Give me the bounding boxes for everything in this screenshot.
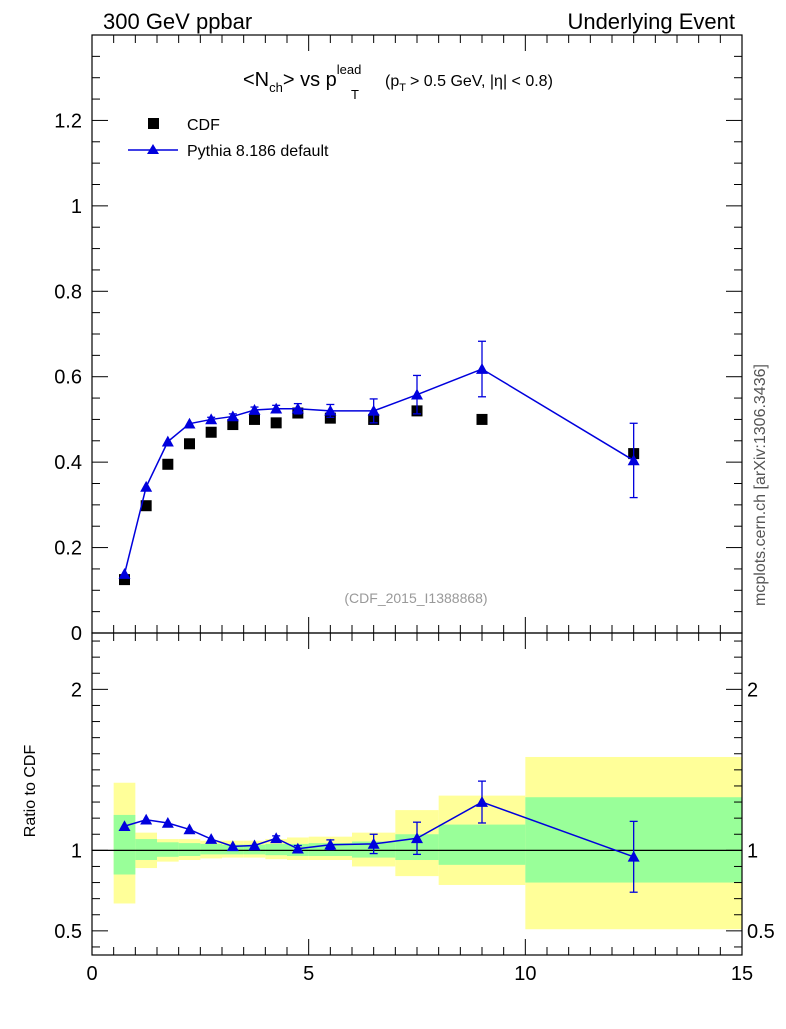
ratio-point [248, 839, 261, 851]
ratio-point [183, 823, 196, 835]
ratio-point [270, 832, 283, 844]
ratio-point [161, 816, 174, 828]
side-label: mcplots.cern.ch [arXiv:1306.3436] [752, 364, 769, 606]
ratio-ylabel: Ratio to CDF [22, 745, 39, 838]
plot-title-sub: T [351, 87, 359, 102]
ratio-point [627, 850, 640, 862]
pythia-point [291, 402, 304, 414]
pythia-point [140, 480, 153, 492]
y-tick-label: 0.2 [54, 538, 82, 560]
y-tick-label: 0.6 [54, 367, 82, 389]
ratio-y-tick-label-right: 0.5 [747, 921, 775, 943]
ratio-point [118, 820, 131, 831]
main-panel: 0 0.2 0.4 0.6 0.8 1 1.2 <Nch> vs plead T (pT > … [54, 34, 743, 645]
ratio-y-tick-label-left: 1 [71, 840, 82, 862]
legend-label-cdf: CDF [187, 117, 220, 134]
cdf-point [119, 574, 130, 586]
cdf-point [270, 417, 282, 429]
ratio-point [476, 796, 488, 807]
y-tick-label: 1 [71, 196, 82, 218]
ratio-band-inner [157, 842, 179, 857]
x-tick-label: 5 [303, 963, 314, 985]
cdf-point [324, 412, 336, 424]
ratio-band-inner [200, 843, 222, 855]
cdf-point [476, 413, 488, 425]
cdf-point [162, 458, 174, 470]
ratio-point [291, 842, 304, 854]
ratio-point [411, 832, 423, 844]
pythia-point [270, 402, 283, 414]
ratio-band-inner [265, 843, 287, 856]
ratio-y-tick-label-right: 2 [747, 679, 758, 701]
ratio-y-tick-label-left: 2 [71, 679, 82, 701]
pythia-point [118, 568, 131, 579]
ratio-point [367, 837, 380, 849]
cdf-point [184, 438, 195, 450]
legend-label-pythia: Pythia 8.186 default [187, 143, 329, 160]
legend-marker-cdf [148, 118, 159, 129]
pythia-point [367, 404, 380, 416]
ratio-point [226, 840, 239, 852]
pythia-line [123, 368, 635, 575]
y-tick-label: 0.8 [54, 281, 82, 303]
header-left: 300 GeV ppbar [103, 9, 252, 34]
cdf-point [249, 413, 260, 425]
pythia-point [324, 404, 337, 416]
legend-marker-pythia [147, 144, 159, 154]
ratio-point [205, 833, 218, 844]
pythia-point [205, 413, 218, 425]
ratio-band-inner [178, 843, 201, 856]
pythia-point [183, 417, 196, 429]
ratio-point [324, 838, 337, 850]
watermark: (CDF_2015_I1388868) [344, 590, 487, 606]
ratio-band-inner [113, 814, 136, 875]
pythia-point [248, 404, 261, 415]
pythia-point [411, 388, 423, 400]
ratio-band-inner [438, 824, 526, 865]
y-tick-label: 1.2 [54, 110, 82, 132]
cdf-point [227, 419, 239, 431]
x-tick-label: 0 [86, 963, 97, 985]
ratio-y-tick-label-right: 1 [747, 840, 758, 862]
y-tick-label: 0.4 [54, 452, 82, 474]
x-tick-label: 15 [731, 963, 753, 985]
pythia-point [161, 435, 174, 447]
cdf-point [205, 426, 217, 438]
cdf-point [140, 500, 152, 512]
ratio-point [140, 813, 153, 825]
header-right: Underlying Event [567, 9, 735, 34]
pythia-point [476, 363, 488, 374]
pythia-point [226, 410, 239, 422]
ratio-panel: 0.5 0.5 1 1 2 2 0 5 10 15 Ratio to CDF [22, 632, 775, 985]
plot-title: <Nch> vs plead [243, 62, 361, 95]
pythia-point [627, 454, 640, 466]
ratio-y-tick-label-left: 0.5 [54, 921, 82, 943]
x-tick-label: 10 [514, 963, 536, 985]
plot-title-cut: (pT > 0.5 GeV, |η| < 0.8) [385, 73, 553, 94]
legend: CDF Pythia 8.186 default [128, 117, 329, 160]
y-tick-label: 0 [71, 623, 82, 645]
ratio-band-inner [135, 839, 157, 861]
